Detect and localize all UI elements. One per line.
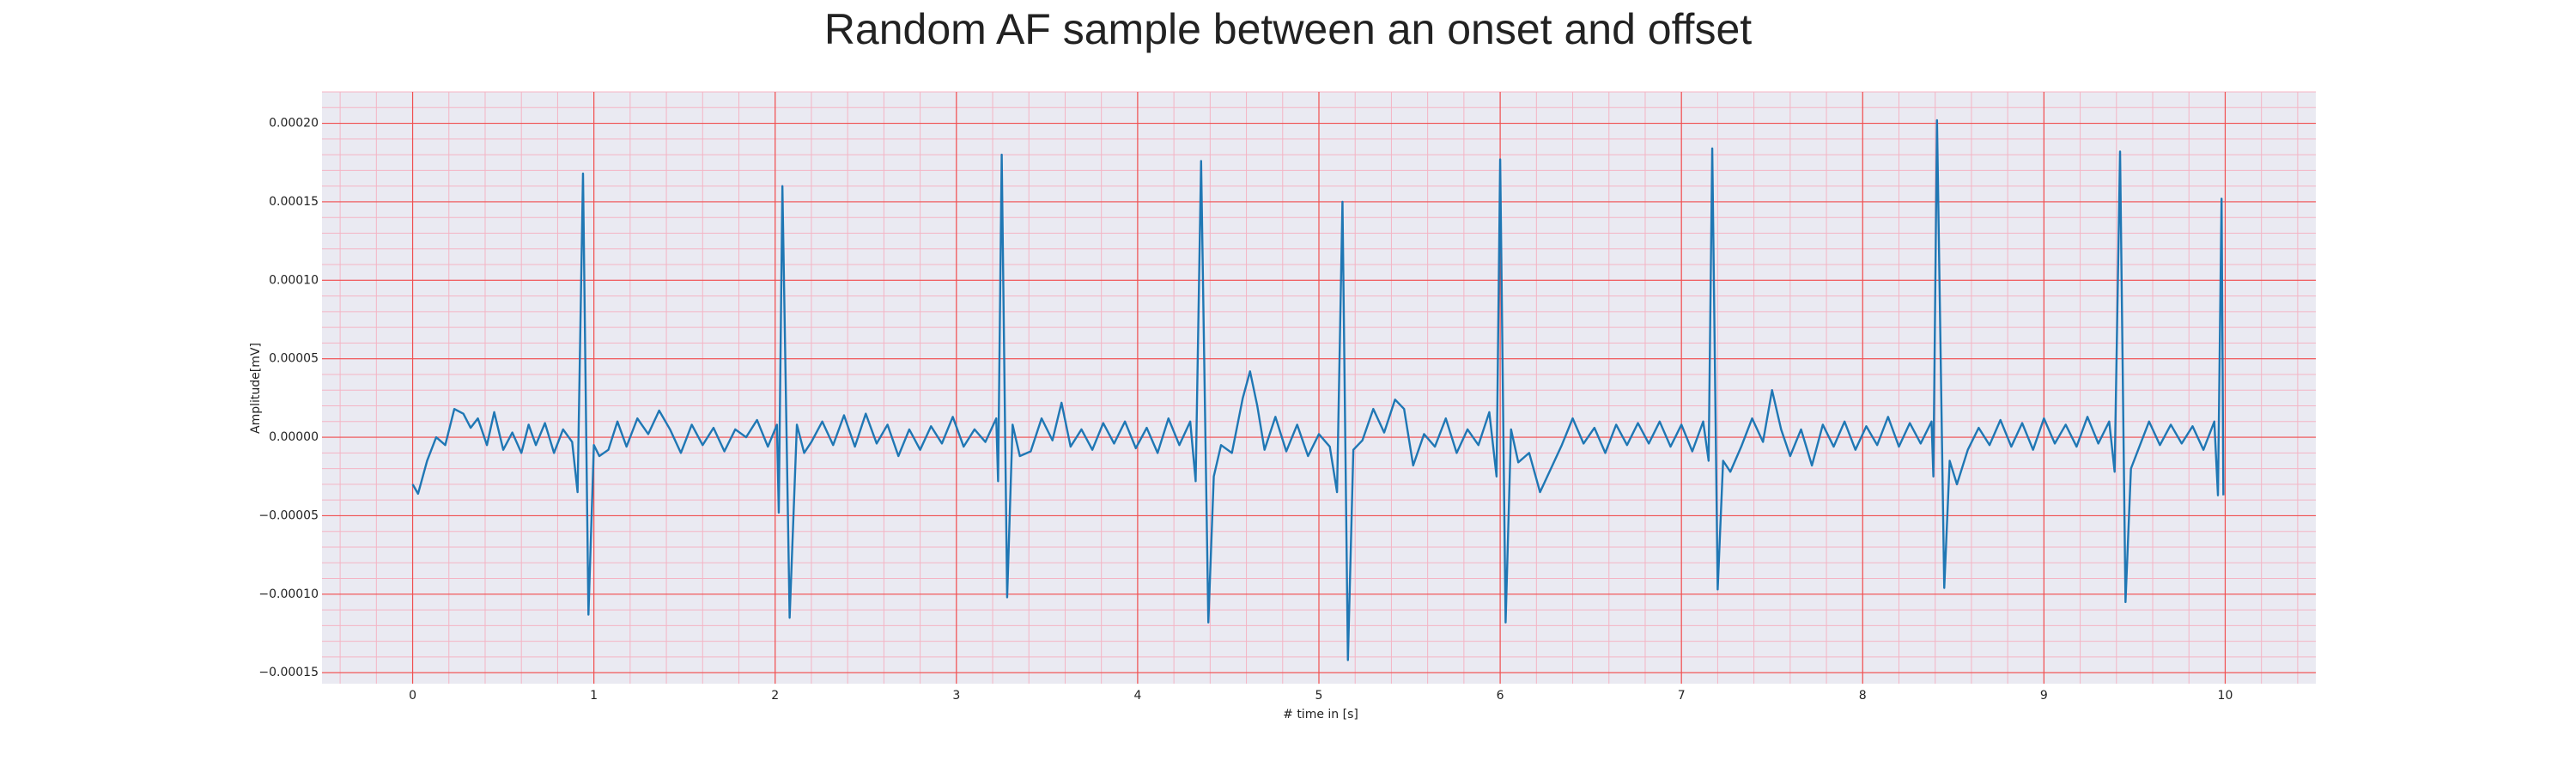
- y-tick-label: 0.00000: [269, 430, 319, 444]
- ecg-line: [411, 119, 2225, 661]
- x-tick-label: 8: [1859, 689, 1867, 703]
- x-tick-label: 10: [2218, 689, 2233, 703]
- x-tick-label: 6: [1497, 689, 1504, 703]
- chart-title: Random AF sample between an onset and of…: [824, 5, 1752, 53]
- x-tick-label: 3: [952, 689, 960, 703]
- y-tick-label: 0.00015: [269, 195, 319, 209]
- y-tick-label: −0.00010: [258, 587, 319, 601]
- y-tick-label: −0.00005: [258, 508, 319, 522]
- x-tick-label: 1: [590, 689, 598, 703]
- y-tick-label: 0.00010: [269, 273, 319, 287]
- y-tick-label: 0.00005: [269, 352, 319, 366]
- x-tick-label: 5: [1315, 689, 1323, 703]
- x-tick-label: 0: [409, 689, 416, 703]
- y-tick-label: −0.00015: [258, 666, 319, 679]
- x-tick-label: 7: [1678, 689, 1686, 703]
- x-tick-label: 2: [771, 689, 779, 703]
- y-axis-label: Amplitude[mV]: [249, 343, 263, 434]
- y-tick-label: 0.00020: [269, 117, 319, 131]
- x-axis-label: # time in [s]: [1283, 708, 1358, 721]
- x-tick-label: 4: [1133, 689, 1141, 703]
- x-tick-label: 9: [2040, 689, 2048, 703]
